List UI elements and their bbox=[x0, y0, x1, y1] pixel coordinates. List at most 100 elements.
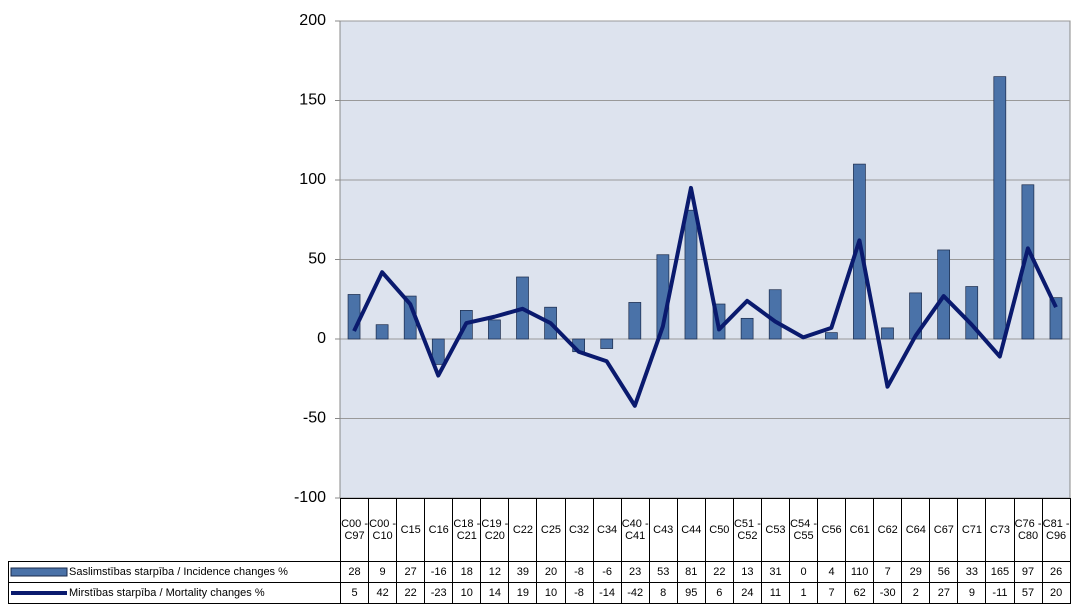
category-label: C64 bbox=[901, 498, 931, 562]
header-row: C00 - C97 C00 - C10 C15 C16 C18 - C21 C19 - C… bbox=[8, 498, 1071, 562]
category-label: C25 bbox=[536, 498, 566, 562]
table-value: 12 bbox=[480, 561, 510, 583]
category-label: C40 - C41 bbox=[620, 498, 650, 562]
y-tick-label: 200 bbox=[299, 12, 326, 29]
table-value: 14 bbox=[480, 582, 510, 604]
table-value: 29 bbox=[901, 561, 931, 583]
bar bbox=[488, 319, 501, 340]
table-value: -14 bbox=[592, 582, 622, 604]
table-value: 19 bbox=[508, 582, 538, 604]
table-value: 57 bbox=[1013, 582, 1043, 604]
table-value: 22 bbox=[704, 561, 734, 583]
table-value: -16 bbox=[424, 561, 454, 583]
table-value: 4 bbox=[817, 561, 847, 583]
bar bbox=[1049, 297, 1063, 340]
table-value: 56 bbox=[929, 561, 959, 583]
table-value: 7 bbox=[873, 561, 903, 583]
table-value: 10 bbox=[452, 582, 482, 604]
legend-key bbox=[11, 591, 67, 596]
table-value: -42 bbox=[620, 582, 650, 604]
category-label: C71 bbox=[957, 498, 987, 562]
category-label: C56 bbox=[817, 498, 847, 562]
table-value: 27 bbox=[929, 582, 959, 604]
table-value: 42 bbox=[368, 582, 398, 604]
table-value: 95 bbox=[676, 582, 706, 604]
table-value: 2 bbox=[901, 582, 931, 604]
category-label: C19 - C20 bbox=[480, 498, 510, 562]
table-value: 28 bbox=[339, 561, 370, 583]
y-tick-label: 100 bbox=[299, 171, 326, 188]
table-value: 31 bbox=[760, 561, 791, 583]
category-label: C44 bbox=[676, 498, 706, 562]
category-label: C73 bbox=[985, 498, 1015, 562]
category-label: C62 bbox=[873, 498, 903, 562]
bar bbox=[431, 338, 445, 365]
category-label: C54 - C55 bbox=[788, 498, 819, 562]
category-label: C32 bbox=[564, 498, 594, 562]
bar bbox=[600, 338, 614, 349]
table-value: -8 bbox=[564, 582, 594, 604]
series-row: Mirstības starpība / Mortality changes %… bbox=[8, 582, 1071, 604]
table-value: -6 bbox=[592, 561, 622, 583]
table-value: 81 bbox=[676, 561, 706, 583]
bar bbox=[628, 302, 642, 340]
bar bbox=[768, 289, 782, 340]
table-value: 20 bbox=[1041, 582, 1071, 604]
table-value: 20 bbox=[536, 561, 566, 583]
legend-label: Mirstības starpība / Mortality changes % bbox=[69, 587, 265, 599]
table-value: 165 bbox=[985, 561, 1015, 583]
bar bbox=[347, 294, 361, 340]
table-value: 53 bbox=[648, 561, 678, 583]
table-value: -11 bbox=[985, 582, 1015, 604]
table-value: 62 bbox=[845, 582, 875, 604]
category-label: C81 - C96 bbox=[1041, 498, 1071, 562]
series-row: Saslimstības starpība / Incidence change… bbox=[8, 561, 1071, 583]
table-value: 0 bbox=[788, 561, 819, 583]
data-table: C00 - C97 C00 - C10 C15 C16 C18 - C21 C19 - C… bbox=[8, 498, 1071, 604]
table-value: 7 bbox=[817, 582, 847, 604]
category-label: C16 bbox=[424, 498, 454, 562]
category-label: C34 bbox=[592, 498, 622, 562]
y-tick-label: -50 bbox=[303, 410, 326, 427]
legend-cell: Saslimstības starpība / Incidence change… bbox=[8, 561, 341, 583]
table-value: 1 bbox=[788, 582, 819, 604]
category-label: C22 bbox=[508, 498, 538, 562]
legend-key bbox=[10, 567, 68, 577]
bar bbox=[740, 317, 754, 340]
table-value: 18 bbox=[452, 561, 482, 583]
table-value: 10 bbox=[536, 582, 566, 604]
table-value: 24 bbox=[732, 582, 762, 604]
category-label: C51 - C52 bbox=[732, 498, 762, 562]
table-value: 11 bbox=[760, 582, 791, 604]
y-tick-label: 0 bbox=[317, 330, 326, 347]
table-value: -23 bbox=[424, 582, 454, 604]
legend-swatch bbox=[10, 567, 68, 577]
table-value: 23 bbox=[620, 561, 650, 583]
table-value: 110 bbox=[845, 561, 875, 583]
table-value: 39 bbox=[508, 561, 538, 583]
bar bbox=[824, 332, 838, 340]
category-label: C18 - C21 bbox=[452, 498, 482, 562]
legend-label: Saslimstības starpība / Incidence change… bbox=[69, 566, 288, 578]
table-value: -30 bbox=[873, 582, 903, 604]
table-value: 97 bbox=[1013, 561, 1043, 583]
category-label: C67 bbox=[929, 498, 959, 562]
category-label: C43 bbox=[648, 498, 678, 562]
category-label: C00 - C97 bbox=[339, 498, 370, 562]
category-label: C76 - C80 bbox=[1013, 498, 1043, 562]
table-value: 22 bbox=[396, 582, 426, 604]
table-value: 26 bbox=[1041, 561, 1071, 583]
table-value: 9 bbox=[368, 561, 398, 583]
table-value: 33 bbox=[957, 561, 987, 583]
category-label: C50 bbox=[704, 498, 734, 562]
table-value: 6 bbox=[704, 582, 734, 604]
legend-cell: Mirstības starpība / Mortality changes % bbox=[8, 582, 341, 604]
table-value: 8 bbox=[648, 582, 678, 604]
category-label: C61 bbox=[845, 498, 875, 562]
bar bbox=[993, 76, 1007, 340]
bar bbox=[375, 324, 389, 340]
category-label: C00 - C10 bbox=[368, 498, 398, 562]
blank-cell bbox=[8, 498, 341, 562]
category-label: C53 bbox=[760, 498, 791, 562]
